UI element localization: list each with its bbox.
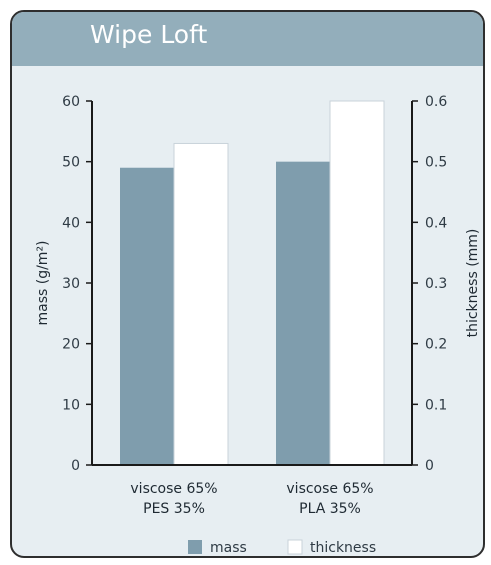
left-tick-label: 10	[62, 397, 80, 413]
right-tick-label: 0.2	[425, 337, 447, 353]
bar-thickness-1	[173, 142, 229, 466]
left-tick-label: 40	[62, 215, 80, 231]
legend-label-mass: mass	[210, 540, 247, 556]
bar-mass-2	[276, 161, 330, 465]
y-axis-label-right: thickness (mm)	[465, 229, 481, 338]
left-tick-label: 50	[62, 155, 80, 171]
category-label: PES 35%	[143, 501, 205, 517]
right-tick-label: 0	[425, 458, 434, 474]
right-tick-label: 0.3	[425, 276, 447, 292]
category-label: viscose 65%	[286, 481, 373, 497]
legend-swatch-mass	[188, 540, 202, 554]
left-tick-label: 20	[62, 337, 80, 353]
chart-header: Wipe Loft	[12, 12, 483, 66]
legend-label-thickness: thickness	[310, 540, 376, 556]
chart-title: Wipe Loft	[90, 20, 208, 49]
right-tick-label: 0.6	[425, 94, 447, 110]
right-tick-label: 0.1	[425, 397, 447, 413]
left-tick-label: 60	[62, 94, 80, 110]
bar-thickness-2	[329, 100, 385, 466]
right-tick-label: 0.4	[425, 215, 447, 231]
right-tick-label: 0.5	[425, 155, 447, 171]
left-tick-label: 0	[71, 458, 80, 474]
y-axis-label-left: mass (g/m²)	[35, 240, 51, 325]
legend-swatch-thickness	[287, 539, 303, 555]
category-label: PLA 35%	[299, 501, 361, 517]
bar-mass-1	[120, 167, 174, 465]
left-tick-label: 30	[62, 276, 80, 292]
category-label: viscose 65%	[130, 481, 217, 497]
